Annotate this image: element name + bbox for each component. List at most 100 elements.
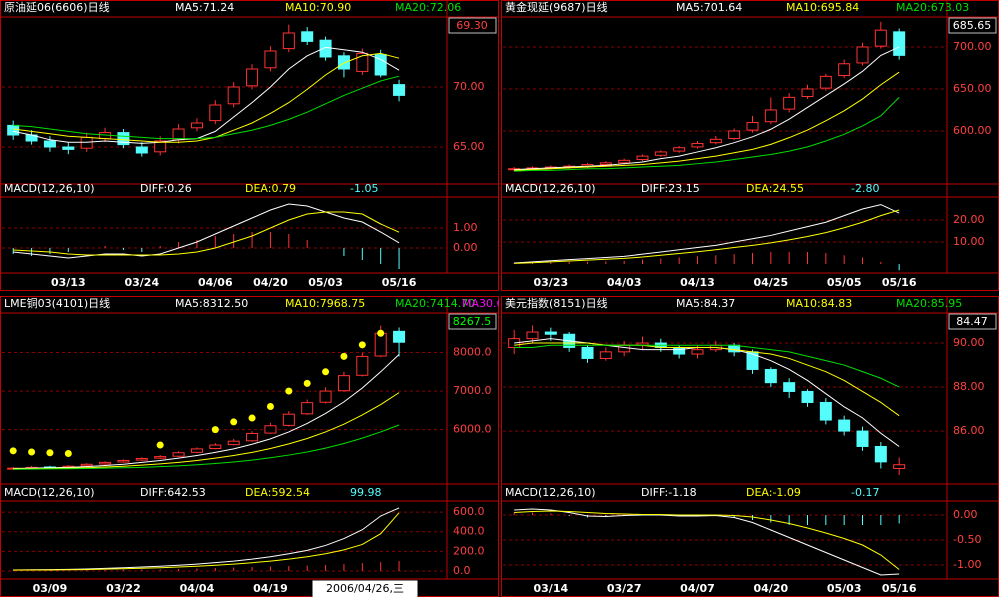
x-tick-label: 04/03	[607, 276, 642, 289]
sar-dot	[285, 387, 293, 395]
y-tick-label: 650.00	[953, 82, 992, 95]
legend-entry: MA10:695.84	[786, 1, 859, 14]
candle-body	[172, 452, 185, 457]
candle-body	[135, 146, 148, 154]
candle-body	[80, 136, 93, 149]
x-tick-label: 03/13	[51, 276, 86, 289]
x-tick-label: 05/03	[827, 582, 862, 595]
candle-body	[764, 368, 777, 384]
y-tick-label: -0.50	[953, 533, 981, 546]
ma-line	[514, 344, 900, 388]
candle-body	[874, 445, 887, 463]
price-label: 84.47	[956, 315, 988, 328]
candle-body	[783, 382, 796, 392]
sar-dot	[266, 402, 274, 410]
ma-line	[13, 52, 400, 143]
candle-body	[80, 463, 93, 467]
ma-line	[13, 424, 400, 470]
x-tick-label: 05/16	[882, 276, 917, 289]
y-tick-label: 0.00	[953, 508, 978, 521]
macd-title: MACD(12,26,10)	[505, 182, 596, 195]
legend-entry: MA10:7968.75	[285, 297, 365, 310]
macd-diff: DIFF:23.15	[641, 182, 700, 195]
price-box	[948, 313, 997, 330]
y-tick-label: -1.00	[953, 558, 981, 571]
sar-dot	[28, 448, 36, 456]
sar-dot	[358, 341, 366, 349]
candle-body	[801, 88, 814, 98]
dea-line	[514, 209, 900, 264]
candle-body	[264, 50, 277, 69]
y-tick-label: 600.00	[953, 124, 992, 137]
candle-body	[764, 109, 777, 123]
candle-body	[337, 375, 350, 392]
ma-line	[514, 342, 900, 417]
candle-body	[393, 330, 406, 343]
candle-body	[544, 331, 557, 335]
x-tick-label: 04/13	[680, 276, 715, 289]
y-tick-label: 8000.0	[453, 346, 492, 359]
candle-body	[819, 75, 832, 89]
price-box	[448, 313, 497, 330]
candle-body	[599, 351, 612, 359]
price-label: 69.30	[456, 19, 488, 32]
y-tick-label: 200.0	[453, 544, 485, 557]
candle-body	[691, 143, 704, 148]
dea-line	[514, 510, 900, 570]
legend-entry: MA20:85.95	[896, 297, 962, 310]
sar-dot	[211, 426, 219, 434]
sar-dot	[9, 447, 17, 455]
x-tick-label: 04/04	[180, 582, 215, 595]
y-tick-label: 0.0	[453, 564, 471, 577]
legend-entry: MA5:71.24	[175, 1, 234, 14]
y-tick-label: 0.00	[453, 241, 478, 254]
y-tick-label: 86.00	[953, 424, 985, 437]
sar-dot	[64, 450, 72, 458]
price-box	[448, 17, 497, 34]
candle-body	[856, 430, 869, 447]
x-tick-label: 04/20	[754, 582, 789, 595]
candle-body	[227, 440, 240, 446]
legend-entry: MA5:701.64	[676, 1, 742, 14]
x-tick-label: 04/07	[680, 582, 715, 595]
macd-value: -0.17	[851, 486, 879, 499]
x-tick-label: 04/25	[754, 276, 789, 289]
ma-line	[13, 354, 400, 470]
y-tick-label: 65.00	[453, 140, 485, 153]
candle-body	[374, 54, 387, 76]
candle-body	[746, 122, 759, 131]
x-tick-label: 04/06	[198, 276, 233, 289]
y-tick-label: 400.0	[453, 525, 485, 538]
candle-body	[636, 155, 649, 160]
ma-line	[13, 392, 400, 470]
legend-entry: MA10:70.90	[285, 1, 351, 14]
candle-body	[246, 432, 259, 442]
candle-body	[209, 104, 222, 122]
candle-body	[7, 124, 20, 136]
panel: 美元指数(8151)日线 MA5:84.37 MA10:84.83 MA20:85.9…	[501, 296, 999, 597]
candle-body	[264, 425, 277, 434]
macd-value: -1.05	[350, 182, 378, 195]
x-tick-label: 03/23	[534, 276, 569, 289]
candle-body	[691, 349, 704, 355]
candle-body	[819, 401, 832, 421]
candle-body	[154, 140, 167, 153]
ma-line	[13, 75, 400, 140]
ma-line	[514, 46, 900, 171]
y-tick-label: 10.00	[953, 235, 985, 248]
candle-body	[319, 390, 332, 403]
ma-line	[514, 71, 900, 171]
x-tick-label: 03/27	[607, 582, 642, 595]
x-tick-label: 03/09	[33, 582, 68, 595]
macd-value: 99.98	[350, 486, 382, 499]
macd-diff: DIFF:-1.18	[641, 486, 697, 499]
sar-dot	[248, 414, 256, 422]
panel-title: 原油延06(6606)日线	[4, 0, 110, 14]
x-tick-label: 03/24	[124, 276, 159, 289]
x-tick-label: 03/22	[106, 582, 141, 595]
cursor-box	[311, 579, 419, 597]
candle-body	[581, 346, 594, 359]
diff-line	[514, 508, 900, 576]
